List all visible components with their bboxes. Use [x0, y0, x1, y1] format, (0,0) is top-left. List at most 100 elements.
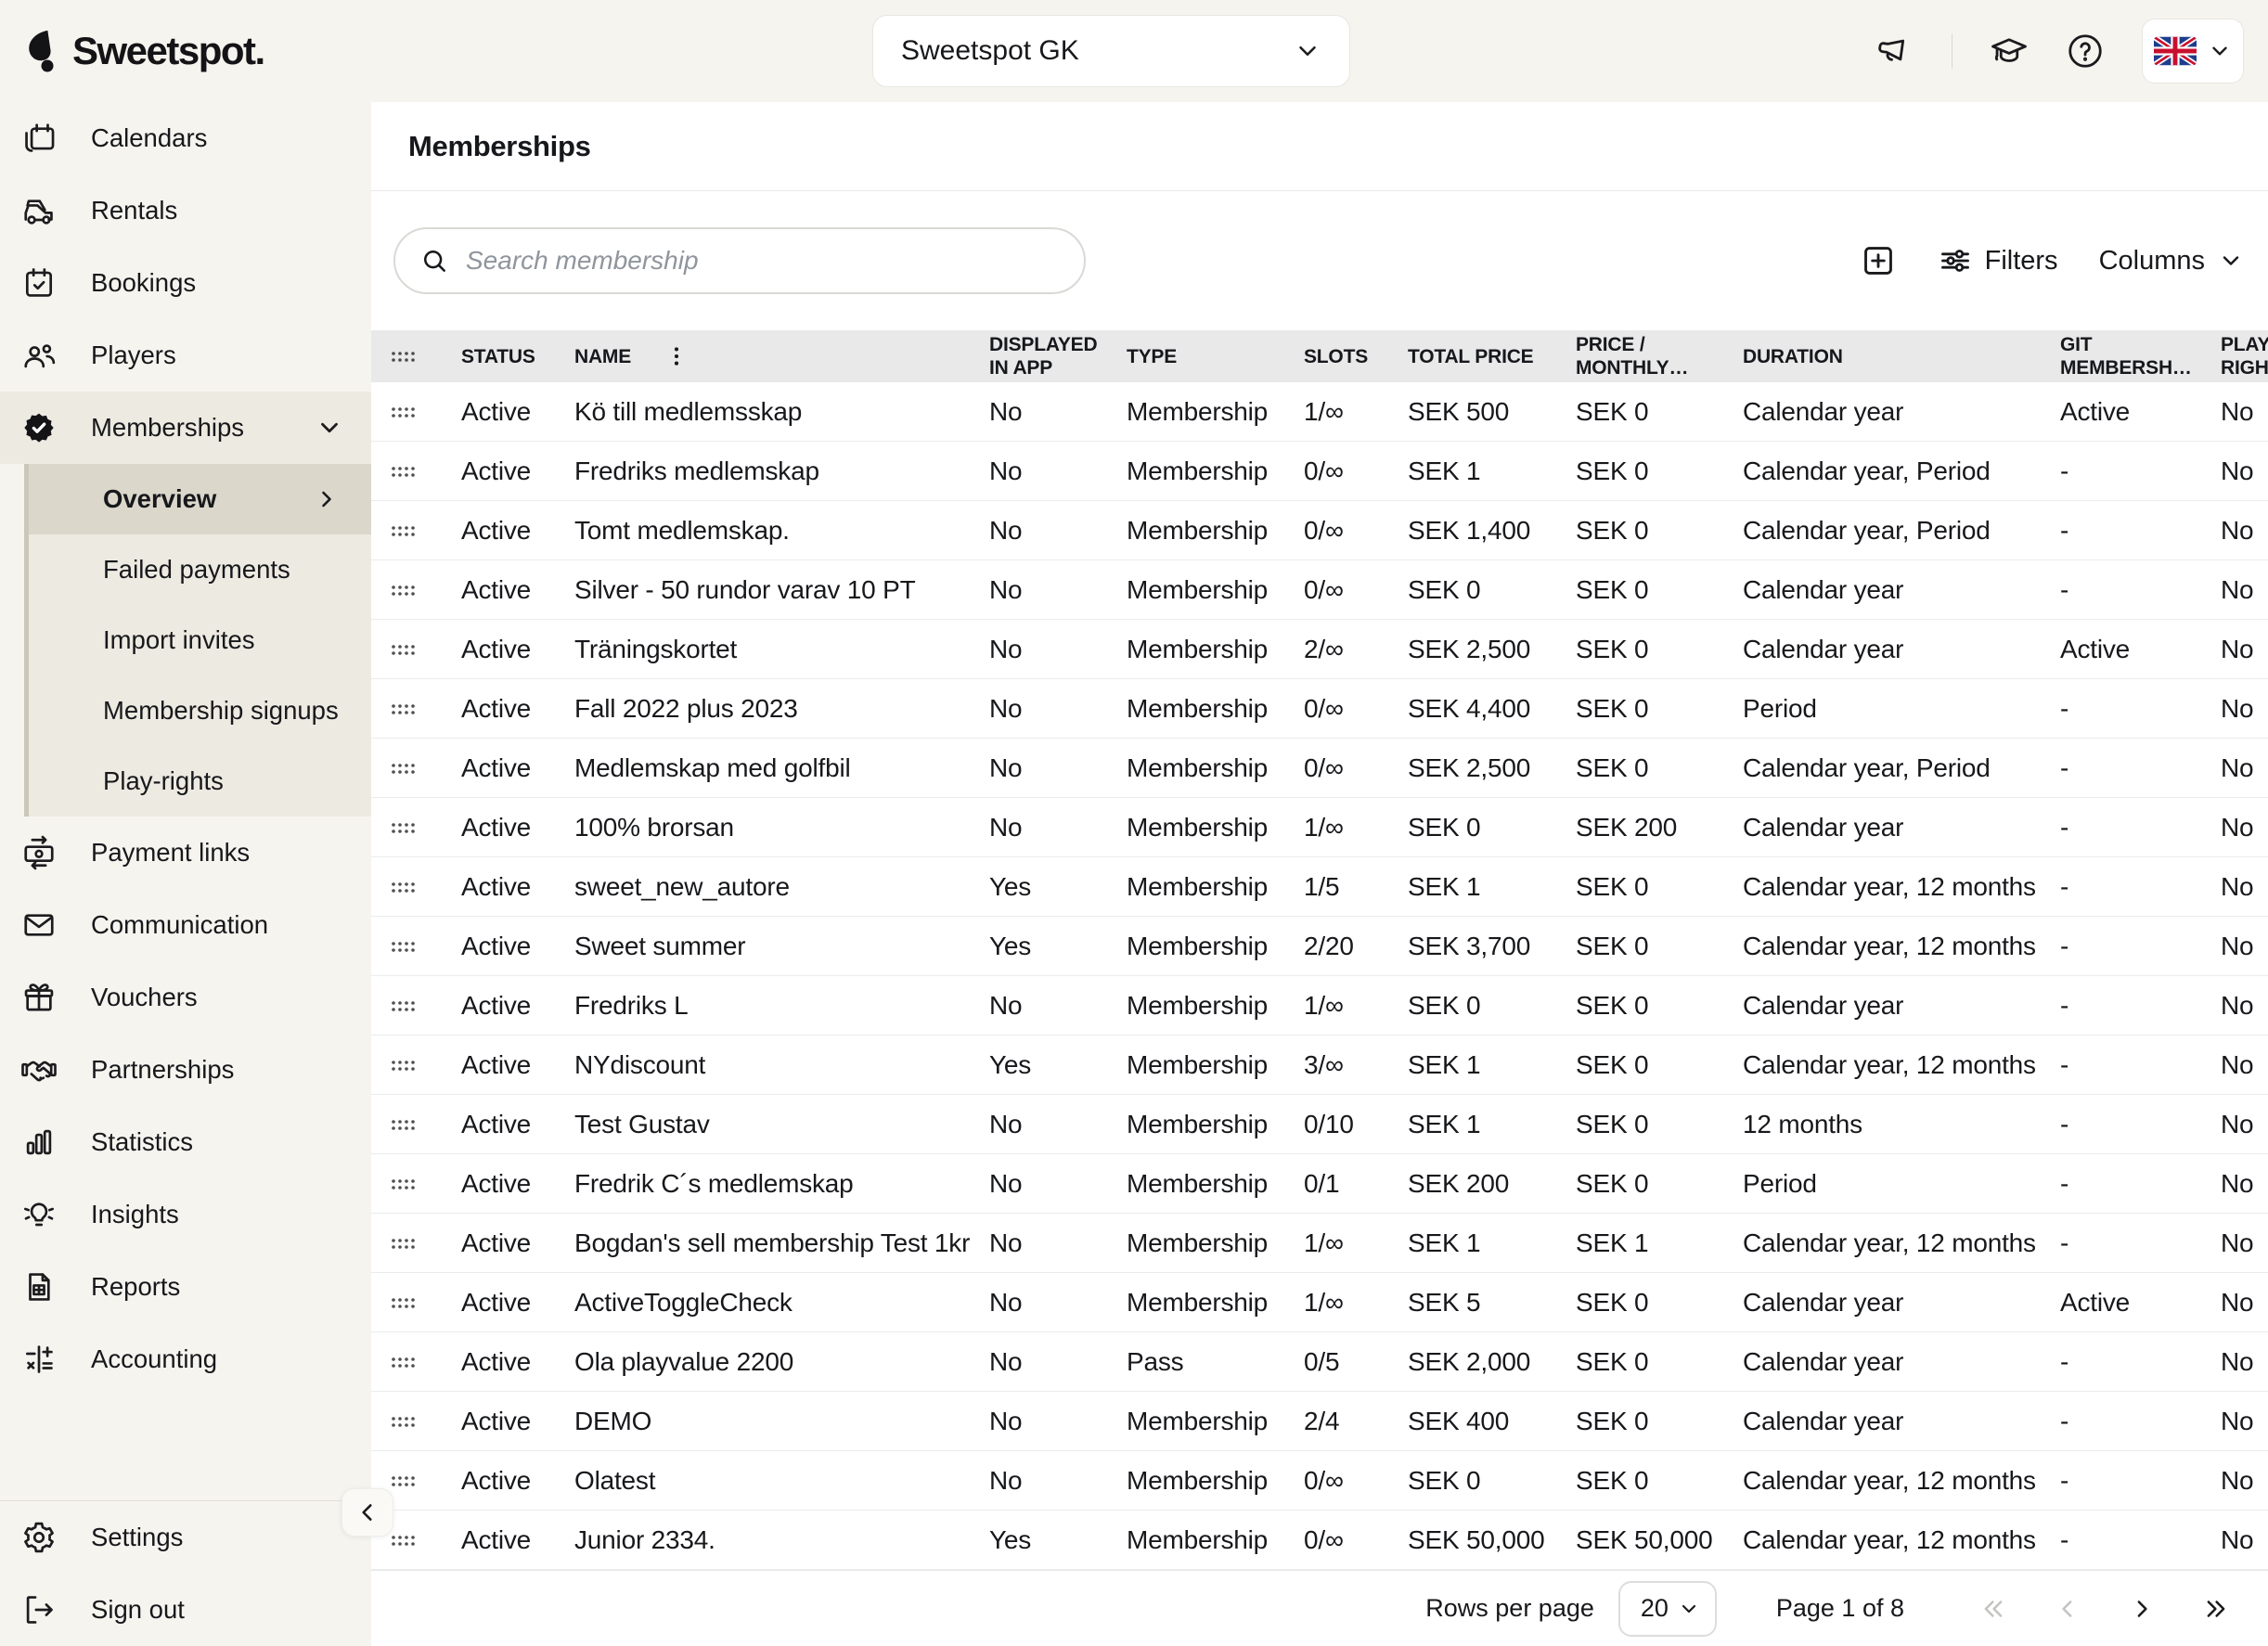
- row-drag-handle-icon[interactable]: [371, 583, 461, 598]
- table-row[interactable]: Active Fredriks medlemskap No Membership…: [371, 442, 2268, 501]
- table-row[interactable]: Active Olatest No Membership 0/∞ SEK 0 S…: [371, 1451, 2268, 1511]
- help-icon[interactable]: [2066, 32, 2105, 71]
- row-drag-handle-icon[interactable]: [371, 1236, 461, 1251]
- row-drag-handle-icon[interactable]: [371, 523, 461, 538]
- cell-git-membership: -: [2060, 872, 2221, 902]
- rows-per-page-select[interactable]: 20: [1618, 1581, 1717, 1637]
- row-drag-handle-icon[interactable]: [371, 642, 461, 657]
- table-row[interactable]: Active ActiveToggleCheck No Membership 1…: [371, 1273, 2268, 1332]
- row-drag-handle-icon[interactable]: [371, 939, 461, 954]
- submenu-item-membership-signups[interactable]: Membership signups: [29, 675, 371, 746]
- cell-name: 100% brorsan: [574, 813, 989, 842]
- table-row[interactable]: Active Träningskortet No Membership 2/∞ …: [371, 620, 2268, 679]
- submenu-item-failed-payments[interactable]: Failed payments: [29, 534, 371, 605]
- sidebar-item-communication[interactable]: Communication: [0, 889, 371, 961]
- table-row[interactable]: Active 100% brorsan No Membership 1/∞ SE…: [371, 798, 2268, 857]
- column-header-type[interactable]: TYPE: [1127, 345, 1304, 368]
- report-document-icon: [20, 1268, 58, 1305]
- announcements-megaphone-icon[interactable]: [1875, 32, 1914, 71]
- cell-status: Active: [461, 1050, 574, 1080]
- sidebar-item-rentals[interactable]: Rentals: [0, 174, 371, 247]
- cell-type: Membership: [1127, 575, 1304, 605]
- row-drag-handle-icon[interactable]: [371, 1177, 461, 1191]
- table-row[interactable]: Active Sweet summer Yes Membership 2/20 …: [371, 917, 2268, 976]
- cell-name: Fredrik C´s medlemskap: [574, 1169, 989, 1199]
- column-header-name[interactable]: NAME: [574, 344, 989, 368]
- row-drag-handle-icon[interactable]: [371, 405, 461, 419]
- column-header-status[interactable]: STATUS: [461, 345, 574, 368]
- column-header-price-monthly[interactable]: PRICE / MONTHLY…: [1576, 333, 1743, 379]
- table-row[interactable]: Active Bogdan's sell membership Test 1kr…: [371, 1214, 2268, 1273]
- row-drag-handle-icon[interactable]: [371, 998, 461, 1013]
- previous-page-button[interactable]: [2043, 1585, 2092, 1633]
- row-drag-handle-icon[interactable]: [371, 1058, 461, 1073]
- sidebar-item-insights[interactable]: Insights: [0, 1178, 371, 1251]
- table-row[interactable]: Active Test Gustav No Membership 0/10 SE…: [371, 1095, 2268, 1154]
- academy-graduation-cap-icon[interactable]: [1990, 32, 2029, 71]
- language-selector[interactable]: [2142, 19, 2244, 84]
- club-selector[interactable]: Sweetspot GK: [872, 15, 1350, 87]
- table-row[interactable]: Active Fredrik C´s medlemskap No Members…: [371, 1154, 2268, 1214]
- table-row[interactable]: Active Fall 2022 plus 2023 No Membership…: [371, 679, 2268, 739]
- sweetspot-logo[interactable]: Sweetspot.: [24, 29, 264, 73]
- table-row[interactable]: Active Silver - 50 rundor varav 10 PT No…: [371, 560, 2268, 620]
- sidebar-item-players[interactable]: Players: [0, 319, 371, 392]
- sidebar-item-statistics[interactable]: Statistics: [0, 1106, 371, 1178]
- row-drag-handle-icon[interactable]: [371, 1355, 461, 1370]
- cell-duration: Calendar year, Period: [1743, 753, 2060, 783]
- sidebar-item-label: Reports: [91, 1272, 180, 1302]
- row-drag-handle-icon[interactable]: [371, 761, 461, 776]
- column-header-git-membership[interactable]: GIT MEMBERSH…: [2060, 333, 2221, 379]
- row-drag-handle-icon[interactable]: [371, 820, 461, 835]
- table-row[interactable]: Active NYdiscount Yes Membership 3/∞ SEK…: [371, 1035, 2268, 1095]
- table-row[interactable]: Active Medlemskap med golfbil No Members…: [371, 739, 2268, 798]
- sidebar-item-reports[interactable]: Reports: [0, 1251, 371, 1323]
- sidebar-item-payment-links[interactable]: Payment links: [0, 817, 371, 889]
- cell-name: Olatest: [574, 1466, 989, 1496]
- row-drag-handle-icon[interactable]: [371, 1473, 461, 1488]
- sidebar-item-calendars[interactable]: Calendars: [0, 102, 371, 174]
- row-drag-handle-icon[interactable]: [371, 1295, 461, 1310]
- sidebar-item-vouchers[interactable]: Vouchers: [0, 961, 371, 1034]
- cell-status: Active: [461, 872, 574, 902]
- column-header-displayed-in-app[interactable]: DISPLAYED IN APP: [989, 333, 1127, 379]
- column-header-play-right[interactable]: PLAY- RIGHT: [2221, 333, 2268, 379]
- column-header-total-price[interactable]: TOTAL PRICE: [1408, 345, 1576, 368]
- cell-total-price: SEK 1: [1408, 1050, 1576, 1080]
- last-page-button[interactable]: [2192, 1585, 2240, 1633]
- table-row[interactable]: Active Kö till medlemsskap No Membership…: [371, 382, 2268, 442]
- first-page-button[interactable]: [1969, 1585, 2017, 1633]
- filters-button[interactable]: Filters: [1939, 244, 2058, 277]
- sidebar-item-settings[interactable]: Settings: [0, 1501, 371, 1574]
- table-row[interactable]: Active sweet_new_autore Yes Membership 1…: [371, 857, 2268, 917]
- table-row[interactable]: Active DEMO No Membership 2/4 SEK 400 SE…: [371, 1392, 2268, 1451]
- table-row[interactable]: Active Fredriks L No Membership 1/∞ SEK …: [371, 976, 2268, 1035]
- search-input[interactable]: [466, 246, 1060, 276]
- table-row[interactable]: Active Ola playvalue 2200 No Pass 0/5 SE…: [371, 1332, 2268, 1392]
- next-page-button[interactable]: [2118, 1585, 2166, 1633]
- cell-type: Membership: [1127, 1169, 1304, 1199]
- row-drag-handle-icon[interactable]: [371, 880, 461, 894]
- sidebar-item-partnerships[interactable]: Partnerships: [0, 1034, 371, 1106]
- cell-total-price: SEK 2,500: [1408, 635, 1576, 664]
- table-row[interactable]: Active Junior 2334. Yes Membership 0/∞ S…: [371, 1511, 2268, 1570]
- column-header-slots[interactable]: SLOTS: [1304, 345, 1408, 368]
- sidebar-collapse-button[interactable]: [341, 1488, 393, 1537]
- row-drag-handle-icon[interactable]: [371, 1414, 461, 1429]
- submenu-item-import-invites[interactable]: Import invites: [29, 605, 371, 675]
- columns-button[interactable]: Columns: [2099, 246, 2244, 276]
- sidebar-item-bookings[interactable]: Bookings: [0, 247, 371, 319]
- cell-total-price: SEK 2,000: [1408, 1347, 1576, 1377]
- row-drag-handle-icon[interactable]: [371, 701, 461, 716]
- add-membership-button[interactable]: [1859, 241, 1898, 280]
- submenu-item-play-rights[interactable]: Play-rights: [29, 746, 371, 817]
- sidebar-item-sign-out[interactable]: Sign out: [0, 1574, 371, 1646]
- submenu-item-overview[interactable]: Overview: [29, 464, 371, 534]
- table-row[interactable]: Active Tomt medlemskap. No Membership 0/…: [371, 501, 2268, 560]
- sidebar-item-memberships[interactable]: Memberships: [0, 392, 371, 464]
- sidebar-item-accounting[interactable]: Accounting: [0, 1323, 371, 1395]
- row-drag-handle-icon[interactable]: [371, 464, 461, 479]
- column-header-duration[interactable]: DURATION: [1743, 345, 2060, 368]
- row-drag-handle-icon[interactable]: [371, 1117, 461, 1132]
- column-menu-kebab-icon[interactable]: [668, 344, 685, 368]
